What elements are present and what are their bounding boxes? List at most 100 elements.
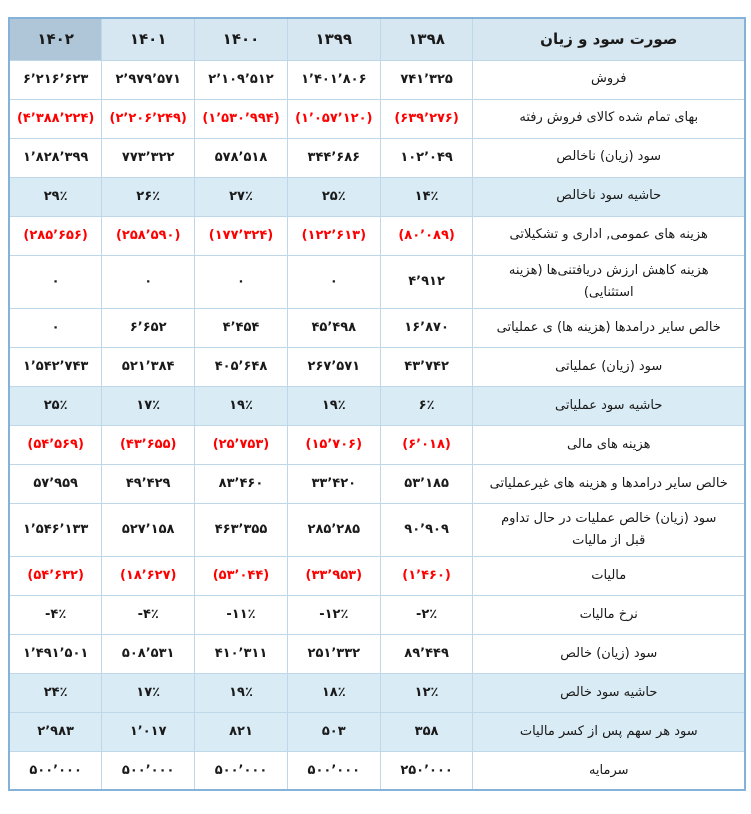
value-cell: ۵۰۳ [286, 711, 381, 752]
value-cell: ۵۲۱٬۳۸۴ [101, 346, 196, 387]
header-row: صورت سود و زیان ۱۳۹۸ ۱۳۹۹ ۱۴۰۰ ۱۴۰۱ ۱۴۰۲ [8, 17, 746, 61]
value-cell: ۰ [8, 307, 103, 348]
value-cell: ۰ [8, 254, 103, 309]
value-cell: ۱۹٪ [286, 385, 381, 426]
value-cell: (۲۵٬۷۵۳) [194, 424, 288, 465]
value-cell: (۱٬۰۵۷٬۱۲۰) [286, 98, 381, 139]
value-cell: ۵۷٬۹۵۹ [8, 463, 103, 504]
year-header-cell: ۱۳۹۹ [286, 17, 381, 61]
row-label: حاشیه سود ناخالص [472, 176, 746, 217]
value-cell: ۱۹٪ [194, 385, 288, 426]
value-cell: ۵۷۸٬۵۱۸ [194, 137, 288, 178]
value-cell: ۲۴٪ [8, 672, 103, 713]
value-cell: ۵۰۰٬۰۰۰ [101, 750, 196, 791]
value-cell: ۲۵۱٬۳۳۲ [286, 633, 381, 674]
value-cell: ۵۰۸٬۵۳۱ [101, 633, 196, 674]
value-cell: ۱۰۲٬۰۴۹ [379, 137, 474, 178]
value-cell: (۱٬۵۳۰٬۹۹۴) [194, 98, 288, 139]
row-label: سرمایه [472, 750, 746, 791]
value-cell: (۶٬۰۱۸) [379, 424, 474, 465]
table-row: سود (زیان) عملیاتی ۴۳٬۷۴۲ ۲۶۷٬۵۷۱ ۴۰۵٬۶۴۸ ۵۲… [8, 346, 746, 387]
table-row: مالیات (۱٬۴۶۰) (۳۳٬۹۵۳) (۵۳٬۰۴۴) (۱۸٬۶۲۷) (۵۴… [8, 555, 746, 596]
table-row: حاشیه سود ناخالص ۱۴٪ ۲۵٪ ۲۷٪ ۲۶٪ ۲۹٪ [8, 176, 746, 217]
row-label: هزینه های مالی [472, 424, 746, 465]
value-cell: ۱٬۵۴۲٬۷۴۳ [8, 346, 103, 387]
value-cell: ۴٬۴۵۴ [194, 307, 288, 348]
table-title: صورت سود و زیان [472, 17, 746, 61]
table-row: سود (زیان) خالص عملیات در حال تداوم قبل … [8, 502, 746, 557]
value-cell: ۶٬۶۵۲ [101, 307, 196, 348]
table-row: سرمایه ۲۵۰٬۰۰۰ ۵۰۰٬۰۰۰ ۵۰۰٬۰۰۰ ۵۰۰٬۰۰۰ ۵۰۰٬۰۰… [8, 750, 746, 791]
table-row: سود (زیان) خالص ۸۹٬۴۴۹ ۲۵۱٬۳۳۲ ۴۱۰٬۳۱۱ ۵۰۸٬۵… [8, 633, 746, 674]
value-cell: ۰ [101, 254, 196, 309]
value-cell: ۳۵۸ [379, 711, 474, 752]
value-cell: -۴٪ [8, 594, 103, 635]
row-label: سود (زیان) ناخالص [472, 137, 746, 178]
value-cell: ۴۹٬۴۲۹ [101, 463, 196, 504]
row-label: هزینه کاهش ارزش دریافتنی‌ها (هزینه استثن… [472, 254, 746, 309]
year-header-cell: ۱۴۰۰ [194, 17, 288, 61]
table-row: هزینه های عمومی, اداری و تشکیلاتی (۸۰٬۰۸۹… [8, 215, 746, 256]
table-row: خالص سایر درامدها (هزینه ها) ی عملیاتی ۱۶… [8, 307, 746, 348]
value-cell: -۱۱٪ [194, 594, 288, 635]
value-cell: (۸۰٬۰۸۹) [379, 215, 474, 256]
value-cell: ۴۰۵٬۶۴۸ [194, 346, 288, 387]
value-cell: ۴۱۰٬۳۱۱ [194, 633, 288, 674]
value-cell: ۸۹٬۴۴۹ [379, 633, 474, 674]
value-cell: ۲۶٪ [101, 176, 196, 217]
value-cell: ۱۷٪ [101, 672, 196, 713]
value-cell: ۲٬۱۰۹٬۵۱۲ [194, 59, 288, 100]
value-cell: ۹۰٬۹۰۹ [379, 502, 474, 557]
value-cell: ۲۷٪ [194, 176, 288, 217]
income-statement-table: صورت سود و زیان ۱۳۹۸ ۱۳۹۹ ۱۴۰۰ ۱۴۰۱ ۱۴۰۲ فرو… [8, 17, 746, 792]
table-row: سود هر سهم پس از کسر مالیات ۳۵۸ ۵۰۳ ۸۲۱ ۱٬۰۱… [8, 711, 746, 752]
value-cell: (۶۳۹٬۲۷۶) [379, 98, 474, 139]
value-cell: ۲٬۹۸۳ [8, 711, 103, 752]
table-row: سود (زیان) ناخالص ۱۰۲٬۰۴۹ ۳۴۴٬۶۸۶ ۵۷۸٬۵۱۸ ۷۷… [8, 137, 746, 178]
row-label: سود (زیان) عملیاتی [472, 346, 746, 387]
value-cell: ۸۲۱ [194, 711, 288, 752]
value-cell: ۵۰۰٬۰۰۰ [8, 750, 103, 791]
value-cell: ۱۴٪ [379, 176, 474, 217]
row-label: فروش [472, 59, 746, 100]
value-cell: (۴٬۳۸۸٬۲۲۴) [8, 98, 103, 139]
value-cell: ۲۹٪ [8, 176, 103, 217]
table-row: حاشیه سود خالص ۱۲٪ ۱۸٪ ۱۹٪ ۱۷٪ ۲۴٪ [8, 672, 746, 713]
value-cell: ۳۳٬۴۲۰ [286, 463, 381, 504]
year-header-cell-selected: ۱۴۰۲ [8, 17, 103, 61]
value-cell: ۷۴۱٬۳۲۵ [379, 59, 474, 100]
value-cell: ۱٬۴۰۱٬۸۰۶ [286, 59, 381, 100]
value-cell: ۷۷۳٬۳۲۲ [101, 137, 196, 178]
row-label: نرخ مالیات [472, 594, 746, 635]
value-cell: (۵۴٬۶۳۲) [8, 555, 103, 596]
year-header-cell: ۱۴۰۱ [101, 17, 196, 61]
value-cell: ۱۹٪ [194, 672, 288, 713]
value-cell: -۱۲٪ [286, 594, 381, 635]
value-cell: ۵۰۰٬۰۰۰ [286, 750, 381, 791]
value-cell: ۶٪ [379, 385, 474, 426]
value-cell: (۱۸٬۶۲۷) [101, 555, 196, 596]
value-cell: ۱۶٬۸۷۰ [379, 307, 474, 348]
value-cell: ۱۷٪ [101, 385, 196, 426]
value-cell: ۰ [286, 254, 381, 309]
value-cell: (۲۵۸٬۵۹۰) [101, 215, 196, 256]
value-cell: ۲۵٪ [286, 176, 381, 217]
row-label: حاشیه سود عملیاتی [472, 385, 746, 426]
value-cell: ۵۳٬۱۸۵ [379, 463, 474, 504]
row-label: خالص سایر درامدها و هزینه های غیرعملیاتی [472, 463, 746, 504]
row-label: حاشیه سود خالص [472, 672, 746, 713]
row-label: بهای تمام شده کالای فروش رفته [472, 98, 746, 139]
value-cell: ۱٬۴۹۱٬۵۰۱ [8, 633, 103, 674]
value-cell: ۴۳٬۷۴۲ [379, 346, 474, 387]
value-cell: (۱٬۴۶۰) [379, 555, 474, 596]
value-cell: (۲٬۲۰۶٬۲۴۹) [101, 98, 196, 139]
value-cell: ۶٬۲۱۶٬۶۲۳ [8, 59, 103, 100]
value-cell: ۴۵٬۴۹۸ [286, 307, 381, 348]
table-row: حاشیه سود عملیاتی ۶٪ ۱۹٪ ۱۹٪ ۱۷٪ ۲۵٪ [8, 385, 746, 426]
value-cell: ۴۶۳٬۳۵۵ [194, 502, 288, 557]
value-cell: ۲۸۵٬۲۸۵ [286, 502, 381, 557]
value-cell: ۲۶۷٬۵۷۱ [286, 346, 381, 387]
value-cell: ۲٬۹۷۹٬۵۷۱ [101, 59, 196, 100]
value-cell: ۱۲٪ [379, 672, 474, 713]
table-row: فروش ۷۴۱٬۳۲۵ ۱٬۴۰۱٬۸۰۶ ۲٬۱۰۹٬۵۱۲ ۲٬۹۷۹٬۵۷۱ ۶٬… [8, 59, 746, 100]
